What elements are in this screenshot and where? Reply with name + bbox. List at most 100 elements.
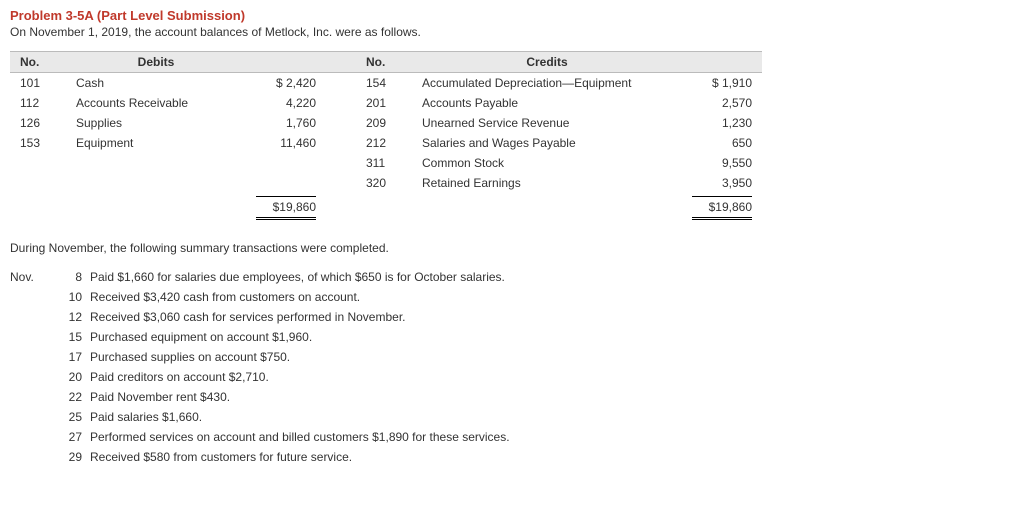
txn-day: 25 (58, 407, 90, 427)
header-credits: Credits (412, 52, 682, 73)
txn-day: 15 (58, 327, 90, 347)
txn-day: 22 (58, 387, 90, 407)
total-name-empty (412, 193, 682, 223)
balances-table: No. Debits No. Credits 101 Cash $ 2,420 … (10, 51, 762, 223)
balance-row: 153 Equipment 11,460 212 Salaries and Wa… (10, 133, 762, 153)
txn-day: 8 (58, 267, 90, 287)
txn-day: 12 (58, 307, 90, 327)
credit-no: 154 (356, 73, 412, 94)
txn-description: Received $3,420 cash from customers on a… (90, 287, 518, 307)
balance-row: 101 Cash $ 2,420 154 Accumulated Depreci… (10, 73, 762, 94)
header-blank-amt-right (682, 52, 762, 73)
credit-amt: 2,570 (682, 93, 762, 113)
txn-day: 10 (58, 287, 90, 307)
credit-amt: 3,950 (682, 173, 762, 193)
during-text: During November, the following summary t… (10, 241, 1002, 255)
row-spacer (326, 153, 356, 173)
balance-row: 112 Accounts Receivable 4,220 201 Accoun… (10, 93, 762, 113)
txn-day: 17 (58, 347, 90, 367)
total-name-empty (66, 193, 246, 223)
credit-no: 212 (356, 133, 412, 153)
row-spacer (326, 193, 356, 223)
transaction-row: 27Performed services on account and bill… (10, 427, 518, 447)
debit-total: $19,860 (256, 196, 316, 220)
txn-description: Received $3,060 cash for services perfor… (90, 307, 518, 327)
credit-no: 311 (356, 153, 412, 173)
txn-description: Purchased equipment on account $1,960. (90, 327, 518, 347)
credit-no: 201 (356, 93, 412, 113)
credit-total: $19,860 (692, 196, 752, 220)
credit-name: Salaries and Wages Payable (412, 133, 682, 153)
txn-description: Paid salaries $1,660. (90, 407, 518, 427)
credit-no: 320 (356, 173, 412, 193)
debit-no: 101 (10, 73, 66, 94)
debit-name-empty (66, 173, 246, 193)
debit-amt: 4,220 (246, 93, 326, 113)
debit-no: 126 (10, 113, 66, 133)
totals-row: $19,860 $19,860 (10, 193, 762, 223)
transactions-table: Nov.8Paid $1,660 for salaries due employ… (10, 267, 518, 467)
transaction-row: 12Received $3,060 cash for services perf… (10, 307, 518, 327)
debit-no-empty (10, 153, 66, 173)
credit-name: Common Stock (412, 153, 682, 173)
debit-amt-empty (246, 173, 326, 193)
balance-row: 320 Retained Earnings 3,950 (10, 173, 762, 193)
row-spacer (326, 113, 356, 133)
credit-name: Accumulated Depreciation—Equipment (412, 73, 682, 94)
transaction-row: 22Paid November rent $430. (10, 387, 518, 407)
debit-no: 153 (10, 133, 66, 153)
txn-description: Paid $1,660 for salaries due employees, … (90, 267, 518, 287)
debit-name-empty (66, 153, 246, 173)
debit-amt: $ 2,420 (246, 73, 326, 94)
credit-amt: $ 1,910 (682, 73, 762, 94)
header-no-right: No. (356, 52, 412, 73)
txn-month-prefix (10, 287, 58, 307)
credit-amt: 650 (682, 133, 762, 153)
transaction-row: 17Purchased supplies on account $750. (10, 347, 518, 367)
debit-no: 112 (10, 93, 66, 113)
debit-amt: 1,760 (246, 113, 326, 133)
header-blank-amt-left (246, 52, 326, 73)
row-spacer (326, 93, 356, 113)
row-spacer (326, 173, 356, 193)
credit-name: Unearned Service Revenue (412, 113, 682, 133)
txn-month-prefix (10, 367, 58, 387)
transaction-row: 29Received $580 from customers for futur… (10, 447, 518, 467)
credit-name: Accounts Payable (412, 93, 682, 113)
problem-title: Problem 3-5A (Part Level Submission) (10, 8, 1002, 23)
txn-description: Received $580 from customers for future … (90, 447, 518, 467)
intro-text: On November 1, 2019, the account balance… (10, 25, 1002, 39)
total-no-empty (356, 193, 412, 223)
credit-amt: 1,230 (682, 113, 762, 133)
txn-description: Performed services on account and billed… (90, 427, 518, 447)
txn-day: 20 (58, 367, 90, 387)
txn-day: 27 (58, 427, 90, 447)
row-spacer (326, 73, 356, 94)
debit-amt: 11,460 (246, 133, 326, 153)
txn-month-prefix (10, 327, 58, 347)
header-spacer (326, 52, 356, 73)
txn-description: Paid creditors on account $2,710. (90, 367, 518, 387)
row-spacer (326, 133, 356, 153)
debit-name: Supplies (66, 113, 246, 133)
txn-day: 29 (58, 447, 90, 467)
txn-month-prefix (10, 347, 58, 367)
total-no-empty (10, 193, 66, 223)
transaction-row: 10Received $3,420 cash from customers on… (10, 287, 518, 307)
txn-description: Paid November rent $430. (90, 387, 518, 407)
transaction-row: 25Paid salaries $1,660. (10, 407, 518, 427)
txn-month-prefix (10, 447, 58, 467)
credit-amt: 9,550 (682, 153, 762, 173)
txn-description: Purchased supplies on account $750. (90, 347, 518, 367)
txn-month-prefix (10, 307, 58, 327)
txn-month-prefix: Nov. (10, 267, 58, 287)
debit-amt-empty (246, 153, 326, 173)
debit-name: Cash (66, 73, 246, 94)
debit-name: Accounts Receivable (66, 93, 246, 113)
txn-month-prefix (10, 407, 58, 427)
transaction-row: 20Paid creditors on account $2,710. (10, 367, 518, 387)
header-no-left: No. (10, 52, 66, 73)
txn-month-prefix (10, 387, 58, 407)
balance-row: 126 Supplies 1,760 209 Unearned Service … (10, 113, 762, 133)
debit-no-empty (10, 173, 66, 193)
